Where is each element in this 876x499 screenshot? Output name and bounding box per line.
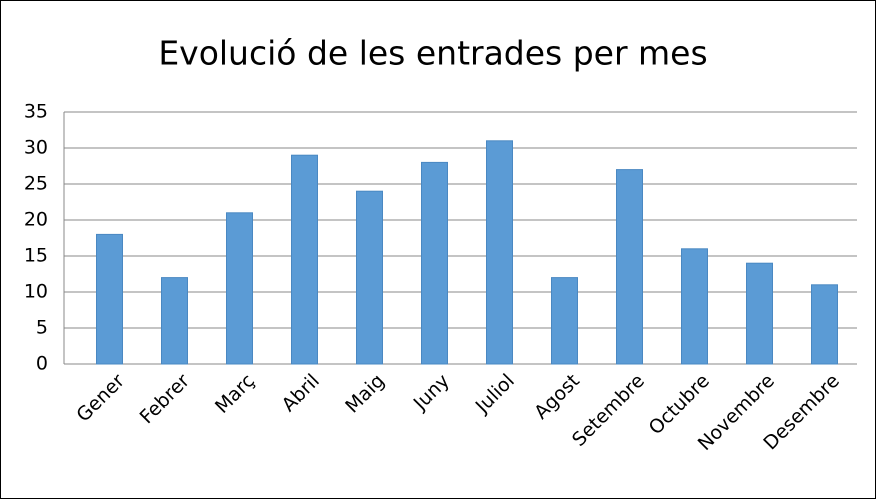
bar bbox=[96, 233, 123, 365]
bar bbox=[161, 277, 188, 365]
y-tick-label: 20 bbox=[24, 209, 48, 231]
bar bbox=[746, 262, 773, 365]
bar bbox=[486, 140, 513, 365]
bar bbox=[551, 277, 578, 365]
y-tick-label: 10 bbox=[24, 281, 48, 303]
bar bbox=[226, 212, 253, 365]
bar bbox=[291, 154, 318, 365]
bar bbox=[421, 161, 448, 365]
y-tick-label: 35 bbox=[24, 101, 48, 123]
bar bbox=[356, 190, 383, 365]
bar bbox=[811, 284, 838, 365]
y-tick-label: 25 bbox=[24, 173, 48, 195]
y-tick-label: 5 bbox=[36, 317, 48, 339]
y-tick-label: 15 bbox=[24, 245, 48, 267]
y-tick-label: 30 bbox=[24, 137, 48, 159]
bar bbox=[616, 169, 643, 365]
chart-title: Evolució de les entrades per mes bbox=[158, 34, 707, 73]
y-tick-label: 0 bbox=[36, 353, 48, 375]
bar bbox=[681, 248, 708, 365]
